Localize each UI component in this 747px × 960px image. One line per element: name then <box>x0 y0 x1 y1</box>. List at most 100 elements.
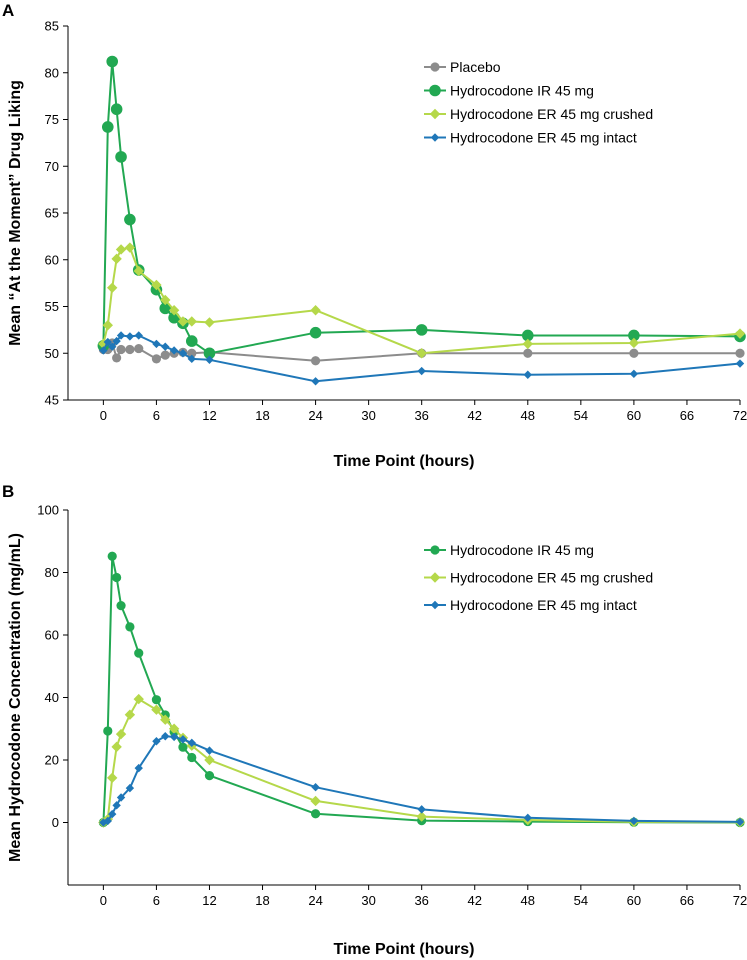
data-point <box>169 732 179 742</box>
legend-item: Hydrocodone IR 45 mg <box>424 83 594 99</box>
data-point <box>134 648 144 658</box>
x-tick-label: 30 <box>361 893 375 908</box>
legend-item: Hydrocodone ER 45 mg intact <box>424 597 637 613</box>
data-point <box>168 723 180 734</box>
data-point <box>112 572 122 583</box>
data-point <box>133 693 144 705</box>
data-point <box>187 348 197 358</box>
x-tick-label: 66 <box>680 893 694 908</box>
data-point <box>116 601 126 611</box>
data-point <box>152 737 161 746</box>
data-point <box>523 813 532 823</box>
x-tick-label: 54 <box>574 893 588 908</box>
data-point <box>110 103 123 116</box>
x-tick-label: 36 <box>414 408 428 423</box>
data-point <box>134 763 143 773</box>
data-point <box>178 742 188 752</box>
y-tick-label: 45 <box>45 393 59 408</box>
data-point <box>103 726 113 736</box>
y-tick-label: 60 <box>45 628 59 643</box>
data-point <box>168 305 180 316</box>
x-tick-label: 30 <box>361 408 375 423</box>
series-line <box>102 60 741 355</box>
y-axis-title: Mean “At the Moment” Drug Liking <box>7 80 24 346</box>
y-tick-label: 85 <box>45 19 59 34</box>
data-point <box>310 809 321 819</box>
panel-a-chart: A 45 50 55 60 65 70 75 80 85 0 6 12 18 24 30 36 42 48 54 60 6… <box>2 1 747 470</box>
data-point <box>178 349 188 358</box>
data-point <box>417 366 426 376</box>
legend-item: Placebo <box>424 59 501 75</box>
legend-item: Hydrocodone ER 45 mg crushed <box>424 106 653 122</box>
data-point <box>161 732 170 741</box>
data-point <box>735 348 745 358</box>
data-point <box>178 735 188 744</box>
data-point <box>310 305 321 316</box>
x-tick-label: 12 <box>202 408 216 423</box>
data-point <box>134 343 144 354</box>
x-tick-label: 72 <box>733 893 747 908</box>
data-point <box>310 356 321 366</box>
x-tick-label: 66 <box>680 408 694 423</box>
x-tick-label: 18 <box>255 408 269 423</box>
data-point <box>151 704 162 715</box>
series-line <box>102 555 741 824</box>
legend-label: Hydrocodone ER 45 mg crushed <box>450 106 653 122</box>
data-point <box>99 346 108 355</box>
data-point <box>107 551 117 561</box>
series-er-intact <box>99 732 745 827</box>
legend-label: Hydrocodone ER 45 mg intact <box>450 130 637 146</box>
data-point <box>116 344 126 355</box>
y-tick-label: 20 <box>45 753 59 768</box>
y-tick-label: 70 <box>45 159 59 174</box>
x-tick-label: 48 <box>521 893 535 908</box>
data-point <box>151 279 162 291</box>
legend-swatch-marker <box>429 572 441 583</box>
panel-b-chart: B 0 20 40 60 80 100 0 6 12 18 24 30 36 42 48 54 60 66 72 Tim… <box>2 482 747 958</box>
data-point <box>108 342 117 351</box>
data-point <box>133 265 144 277</box>
data-point <box>111 741 122 753</box>
data-point <box>102 320 113 331</box>
data-point <box>205 746 214 755</box>
data-point <box>523 348 533 358</box>
legend-item: Hydrocodone ER 45 mg intact <box>424 130 637 146</box>
data-point <box>125 344 135 355</box>
data-point <box>177 316 189 327</box>
x-axis-title: Time Point (hours) <box>333 941 474 958</box>
data-point <box>115 244 127 255</box>
data-point <box>169 346 179 355</box>
series-er-intact <box>99 331 745 386</box>
x-tick-label: 24 <box>308 893 322 908</box>
x-tick-label: 0 <box>100 408 107 423</box>
data-point <box>151 695 162 705</box>
x-tick-label: 18 <box>255 893 269 908</box>
data-point <box>134 331 143 340</box>
data-point <box>124 213 136 226</box>
x-tick-label: 6 <box>153 408 160 423</box>
legend-swatch-marker <box>429 84 441 97</box>
data-point <box>187 752 197 763</box>
data-point <box>112 801 121 810</box>
data-point <box>735 359 745 368</box>
data-point <box>125 332 135 341</box>
x-tick-label: 36 <box>414 893 428 908</box>
data-point <box>160 714 171 725</box>
data-point <box>522 338 533 350</box>
data-point <box>309 326 322 339</box>
series-line <box>102 246 741 355</box>
data-point <box>186 316 197 327</box>
panel-label: A <box>2 1 14 20</box>
legend-swatch-marker <box>430 545 440 555</box>
data-point <box>416 811 427 822</box>
y-axis-title: Mean Hydrocodone Concentration (mg/mL) <box>7 533 24 862</box>
data-point <box>103 816 112 826</box>
data-point <box>187 354 196 364</box>
data-point <box>416 348 427 359</box>
data-point <box>311 782 320 792</box>
data-point <box>310 795 321 807</box>
series-line <box>102 698 741 824</box>
legend-label: Placebo <box>450 59 501 75</box>
y-tick-label: 40 <box>45 690 59 705</box>
